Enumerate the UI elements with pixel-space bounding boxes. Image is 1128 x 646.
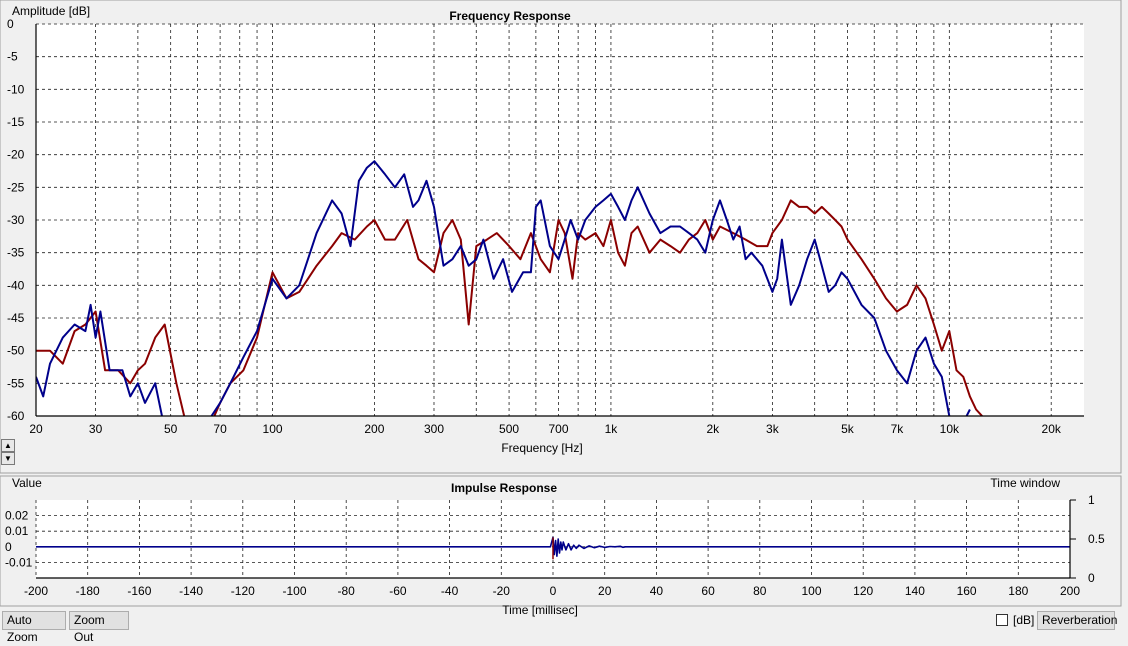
scroll-up-button[interactable]: ▲ xyxy=(1,439,15,452)
freq-y-tick-label: -40 xyxy=(7,278,25,292)
impulse-window-ticks: 10.50 xyxy=(1070,493,1105,585)
freq-y-tick-label: -35 xyxy=(7,246,25,260)
impulse-x-axis-label: Time [millisec] xyxy=(502,603,578,617)
freq-x-tick-label: 700 xyxy=(548,422,568,436)
freq-x-tick-label: 3k xyxy=(766,422,780,436)
freq-x-tick-label: 500 xyxy=(499,422,519,436)
freq-x-tick-label: 20k xyxy=(1042,422,1062,436)
window-tick-label: 1 xyxy=(1088,493,1095,507)
freq-y-tick-label: -45 xyxy=(7,311,25,325)
impulse-x-tick-label: -200 xyxy=(24,584,48,598)
freq-y-tick-label: -25 xyxy=(7,180,25,194)
freq-x-tick-label: 200 xyxy=(364,422,384,436)
impulse-series-line-1 xyxy=(36,536,1070,558)
zoom-out-button[interactable]: Zoom Out xyxy=(69,611,129,644)
freq-x-tick-label: 2k xyxy=(706,422,720,436)
impulse-x-tick-label: -180 xyxy=(76,584,100,598)
freq-panel xyxy=(0,0,1122,474)
impulse-x-tick-label: 80 xyxy=(753,584,767,598)
freq-x-tick-label: 30 xyxy=(89,422,103,436)
impulse-x-tick-label: -40 xyxy=(441,584,459,598)
freq-y-tick-label: -20 xyxy=(7,148,25,162)
impulse-x-tick-label: 140 xyxy=(905,584,925,598)
freq-x-ticks: 20 30 50 70 100 200 300 500 700 1k 2k 3k 5k 7k 10k 20k xyxy=(29,422,1062,436)
impulse-x-tick-label: 160 xyxy=(957,584,977,598)
impulse-y-ticks: 0.020.01 0-0.01 xyxy=(5,509,33,570)
freq-y-axis-label: Amplitude [dB] xyxy=(12,4,90,18)
freq-grid xyxy=(35,23,1084,417)
freq-x-tick-label: 300 xyxy=(424,422,444,436)
freq-x-tick-label: 20 xyxy=(29,422,43,436)
impulse-x-tick-label: 120 xyxy=(853,584,873,598)
impulse-x-tick-label: 20 xyxy=(598,584,612,598)
freq-y-tick-label: -30 xyxy=(7,213,25,227)
freq-x-tick-label: 1k xyxy=(605,422,619,436)
freq-y-tick-label: -55 xyxy=(7,376,25,390)
impulse-x-tick-label: -160 xyxy=(127,584,151,598)
auto-zoom-button[interactable]: Auto Zoom xyxy=(2,611,66,644)
impulse-x-tick-label: -80 xyxy=(338,584,356,598)
impulse-x-tick-label: -120 xyxy=(231,584,255,598)
impulse-x-tick-label: 40 xyxy=(650,584,664,598)
impulse-y-tick-label: -0.01 xyxy=(5,555,33,569)
impulse-x-tick-label: 60 xyxy=(701,584,715,598)
impulse-x-tick-label: -140 xyxy=(179,584,203,598)
freq-x-tick-label: 7k xyxy=(891,422,905,436)
freq-y-tick-label: -5 xyxy=(7,50,18,64)
freq-y-tick-label: -60 xyxy=(7,409,25,423)
freq-chart-title: Frequency Response xyxy=(449,9,571,23)
impulse-panel xyxy=(0,475,1122,607)
impulse-x-tick-label: 180 xyxy=(1008,584,1028,598)
freq-y-tick-label: -10 xyxy=(7,82,25,96)
impulse-x-tick-label: -20 xyxy=(493,584,511,598)
impulse-series-group xyxy=(36,536,1070,560)
freq-x-axis-label: Frequency [Hz] xyxy=(501,441,582,455)
freq-y-tick-label: -15 xyxy=(7,115,25,129)
impulse-y-axis-label: Value xyxy=(12,476,42,490)
freq-x-tick-label: 70 xyxy=(213,422,227,436)
freq-x-tick-label: 10k xyxy=(940,422,960,436)
freq-x-tick-label: 100 xyxy=(263,422,283,436)
window-tick-label: 0 xyxy=(1088,571,1095,585)
window-tick-label: 0.5 xyxy=(1088,532,1105,546)
impulse-x-tick-label: 0 xyxy=(550,584,557,598)
freq-x-tick-label: 50 xyxy=(164,422,178,436)
freq-series-line-2 xyxy=(36,160,971,416)
impulse-x-tick-label: -60 xyxy=(389,584,407,598)
impulse-x-ticks: -200 -180 -160 -140 -120 -100 -80 -60 -40 -20 0 20 4… xyxy=(24,584,1080,598)
db-checkbox-label: [dB] xyxy=(1013,613,1035,627)
impulse-x-tick-label: 100 xyxy=(801,584,821,598)
impulse-y-tick-label: 0 xyxy=(5,540,12,554)
reverberation-button[interactable]: Reverberation xyxy=(1037,611,1117,630)
impulse-x-tick-label: 200 xyxy=(1060,584,1080,598)
freq-x-tick-label: 5k xyxy=(841,422,855,436)
impulse-x-tick-label: -100 xyxy=(282,584,306,598)
scroll-down-button[interactable]: ▼ xyxy=(1,452,15,465)
freq-y-ticks: 0 -5 -10 -15 -20 -25 -30 -35 -40 -45 -50 -55 -60 xyxy=(7,17,25,423)
time-window-label: Time window xyxy=(990,476,1060,490)
impulse-y-tick-label: 0.02 xyxy=(5,509,29,523)
impulse-y-tick-label: 0.01 xyxy=(5,524,29,538)
freq-y-tick-label: 0 xyxy=(7,17,14,31)
db-checkbox[interactable] xyxy=(996,614,1008,626)
freq-y-tick-label: -50 xyxy=(7,344,25,358)
impulse-chart-title: Impulse Response xyxy=(451,481,557,495)
